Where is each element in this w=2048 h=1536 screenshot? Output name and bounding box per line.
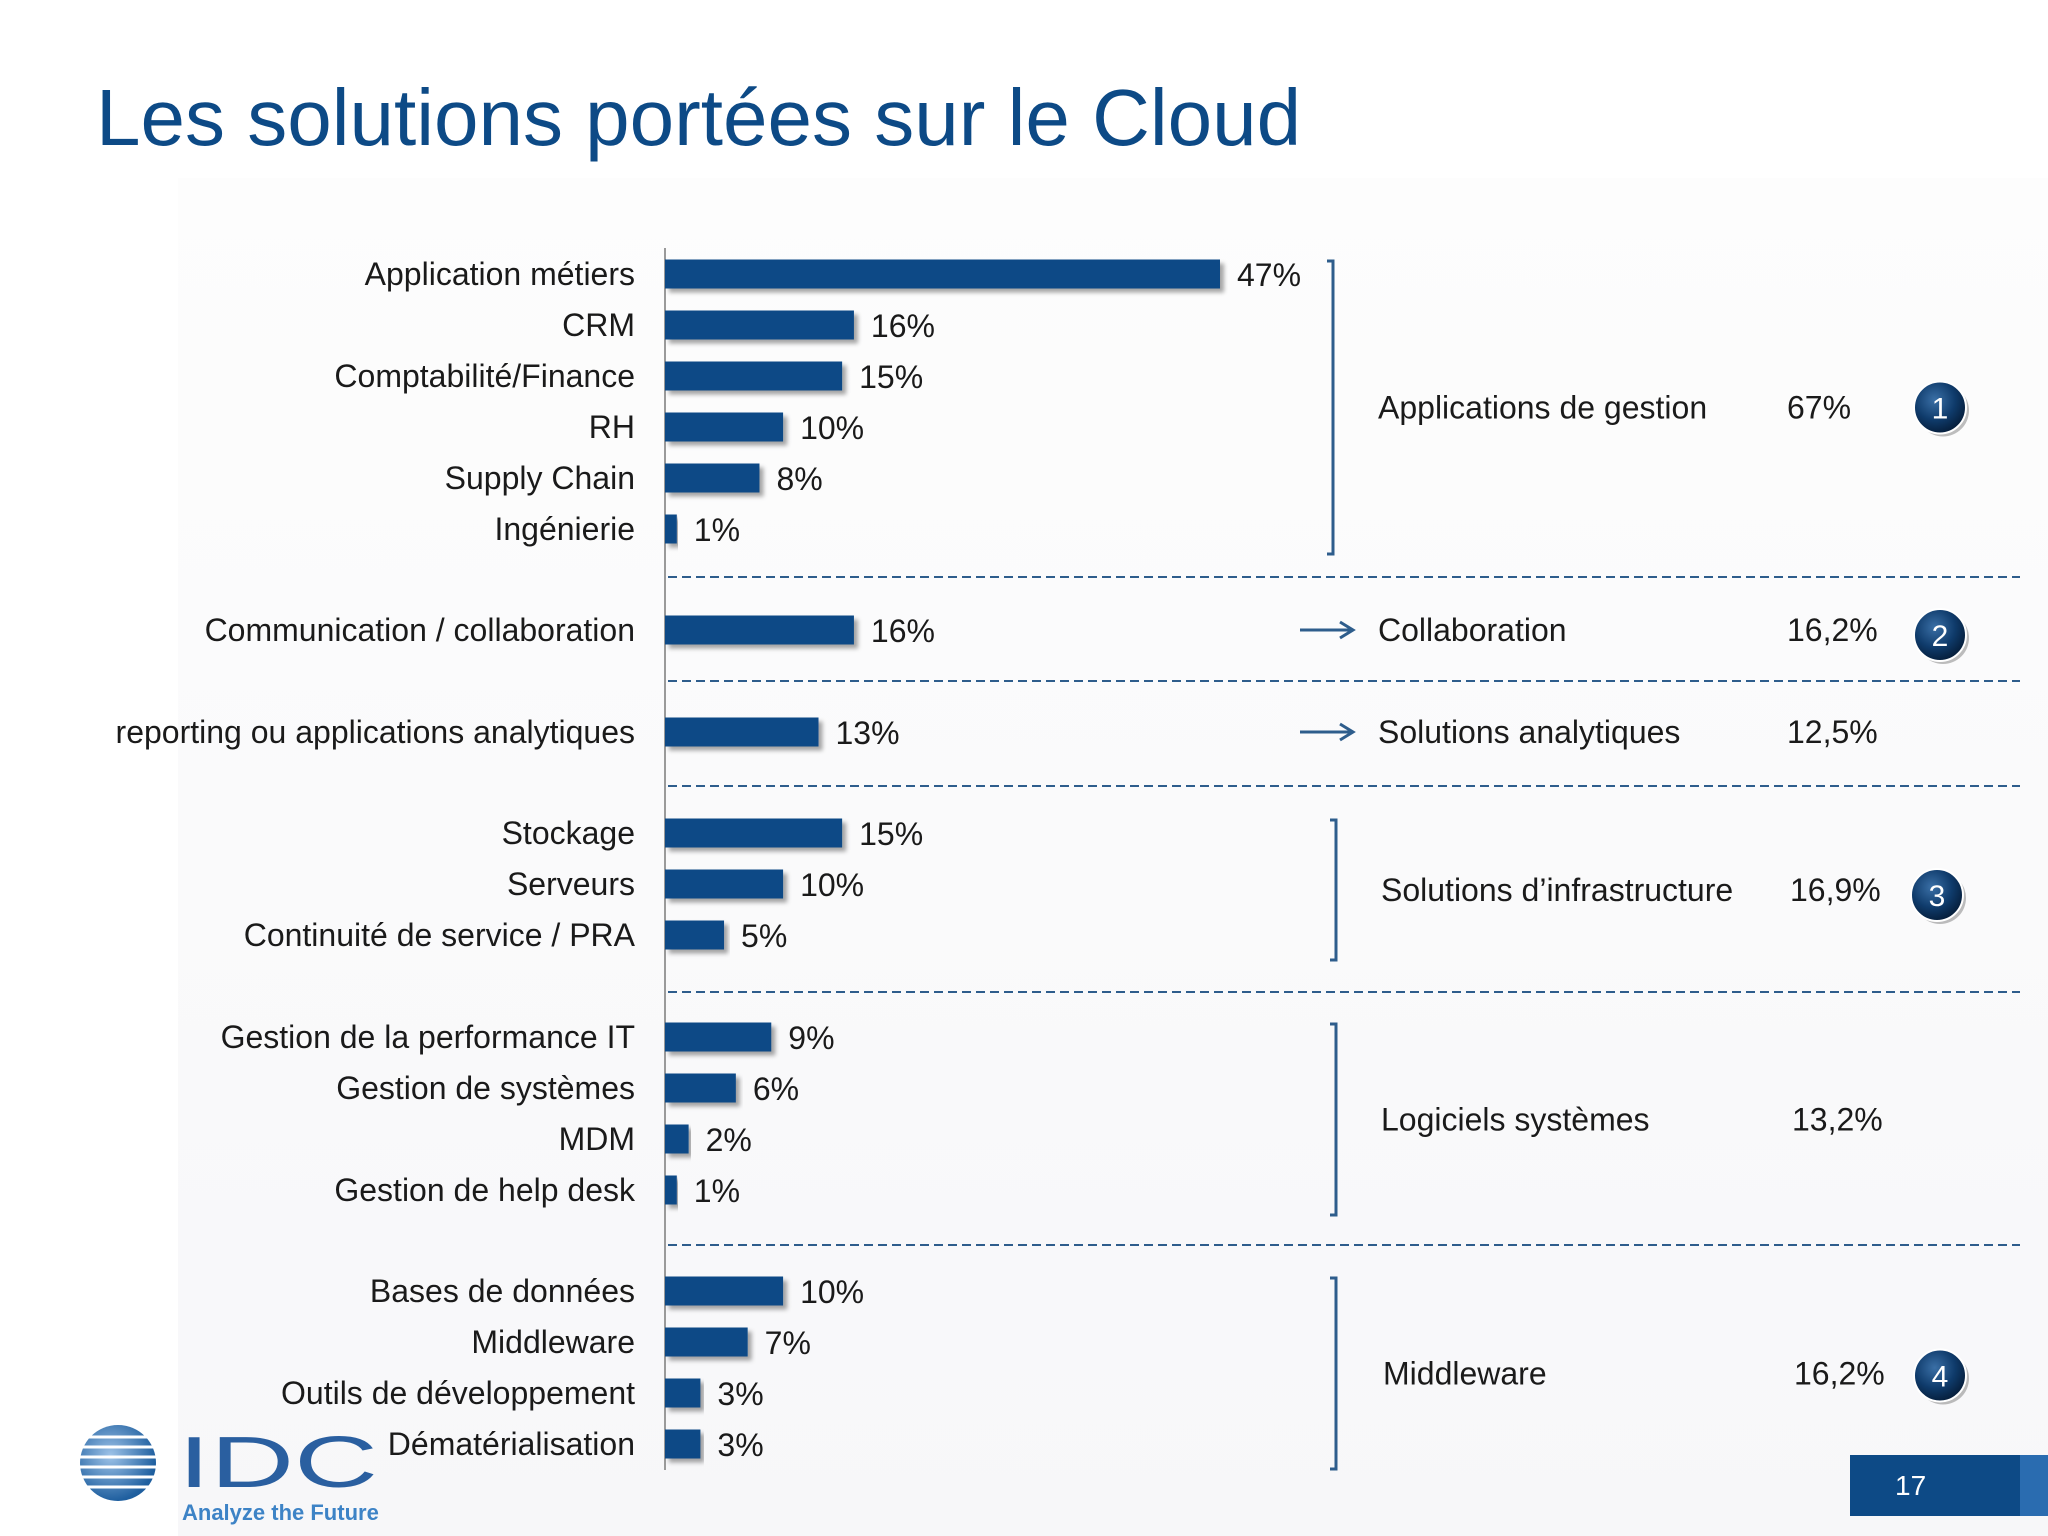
bar — [665, 615, 854, 645]
category-label: Serveurs — [507, 866, 635, 902]
value-label: 15% — [859, 359, 923, 395]
labels-layer: Application métiers 47% CRM 16% Comptabilité… — [116, 256, 1302, 1463]
globe-icon — [60, 1425, 176, 1501]
category-label: RH — [589, 409, 635, 445]
bar — [665, 1429, 701, 1459]
group-label: Middleware — [1383, 1356, 1547, 1392]
page-title: Les solutions portées sur le Cloud — [96, 73, 1302, 162]
group-bracket — [1327, 259, 1335, 556]
group-label: Collaboration — [1378, 612, 1567, 648]
value-label: 10% — [800, 867, 864, 903]
group-badge: 3 — [1910, 868, 1966, 924]
category-label: Gestion de help desk — [334, 1172, 636, 1208]
value-label: 16% — [871, 613, 935, 649]
value-label: 1% — [694, 512, 740, 548]
group-badge: 4 — [1913, 1348, 1969, 1405]
category-label: Gestion de la performance IT — [221, 1019, 635, 1055]
group-bracket — [1330, 818, 1338, 962]
group-label: Logiciels systèmes — [1381, 1102, 1650, 1138]
value-label: 3% — [717, 1376, 763, 1412]
badge-circle — [1913, 1348, 1967, 1403]
category-label: Dématérialisation — [388, 1426, 635, 1462]
value-label: 9% — [788, 1020, 834, 1056]
bars-layer — [664, 248, 1220, 1470]
group-bracket — [1330, 1022, 1338, 1217]
badge-number: 2 — [1932, 620, 1949, 653]
page-number: 17 — [1850, 1455, 2048, 1516]
category-label: Middleware — [471, 1324, 635, 1360]
badge-number: 3 — [1929, 880, 1946, 913]
value-label: 10% — [800, 410, 864, 446]
bar — [665, 717, 819, 747]
value-label: 8% — [776, 461, 822, 497]
group-share: 16,2% — [1794, 1356, 1885, 1392]
group-bracket — [1330, 1276, 1338, 1471]
group-share: 16,9% — [1790, 872, 1881, 908]
value-label: 13% — [836, 715, 900, 751]
bar — [665, 1022, 772, 1052]
bar — [665, 514, 677, 544]
value-label: 7% — [765, 1325, 811, 1361]
badge-circle — [1913, 380, 1967, 435]
category-label: Outils de développement — [281, 1375, 635, 1411]
bar — [665, 412, 784, 442]
category-label: Supply Chain — [445, 460, 635, 496]
group-badge: 2 — [1913, 608, 1969, 664]
bar — [665, 1124, 689, 1154]
category-label: reporting ou applications analytiques — [116, 714, 635, 750]
logo-tagline: Analyze the Future — [182, 1500, 379, 1525]
bar — [665, 310, 854, 340]
badge-number: 4 — [1932, 1361, 1949, 1394]
arrow-right-icon — [1300, 722, 1356, 742]
bar — [665, 259, 1220, 289]
badge-number: 1 — [1932, 393, 1949, 426]
category-label: Continuité de service / PRA — [244, 917, 636, 953]
group-share: 12,5% — [1787, 714, 1878, 750]
value-label: 10% — [800, 1274, 864, 1310]
value-label: 6% — [753, 1071, 799, 1107]
value-label: 5% — [741, 918, 787, 954]
badge-circle — [1913, 608, 1967, 662]
bar — [665, 920, 725, 950]
category-label: Stockage — [502, 815, 635, 851]
category-label: Bases de données — [370, 1273, 635, 1309]
bar — [665, 1327, 748, 1357]
bar — [665, 1175, 677, 1205]
logo-brand: IDC — [178, 1423, 378, 1503]
bar — [665, 361, 843, 391]
category-label: Communication / collaboration — [205, 612, 635, 648]
group-share: 16,2% — [1787, 612, 1878, 648]
bar — [665, 818, 843, 848]
group-share: 67% — [1787, 390, 1851, 426]
group-badge: 1 — [1913, 380, 1969, 437]
category-label: Ingénierie — [494, 511, 635, 547]
category-label: CRM — [562, 307, 635, 343]
value-label: 15% — [859, 816, 923, 852]
arrow-right-icon — [1300, 620, 1356, 640]
group-label: Solutions analytiques — [1378, 714, 1680, 750]
category-label: Comptabilité/Finance — [334, 358, 635, 394]
bar — [665, 869, 784, 899]
value-label: 2% — [706, 1122, 752, 1158]
category-label: Gestion de systèmes — [336, 1070, 635, 1106]
idc-logo: IDC Analyze the Future — [60, 1415, 380, 1530]
chart-background-panel — [178, 178, 2048, 1536]
group-share: 13,2% — [1792, 1102, 1883, 1138]
value-label: 3% — [717, 1427, 763, 1463]
category-label: Application métiers — [365, 256, 635, 292]
bar — [665, 1073, 736, 1103]
bar — [665, 463, 760, 493]
value-label: 1% — [694, 1173, 740, 1209]
bar — [665, 1378, 701, 1408]
groups-layer: Applications de gestion 67% 1 Collaboration… — [668, 259, 2020, 1471]
group-label: Applications de gestion — [1378, 390, 1707, 426]
value-label: 47% — [1237, 257, 1301, 293]
bar — [665, 1276, 784, 1306]
group-label: Solutions d’infrastructure — [1381, 872, 1733, 908]
value-label: 16% — [871, 308, 935, 344]
badge-circle — [1910, 868, 1964, 922]
category-label: MDM — [559, 1121, 635, 1157]
